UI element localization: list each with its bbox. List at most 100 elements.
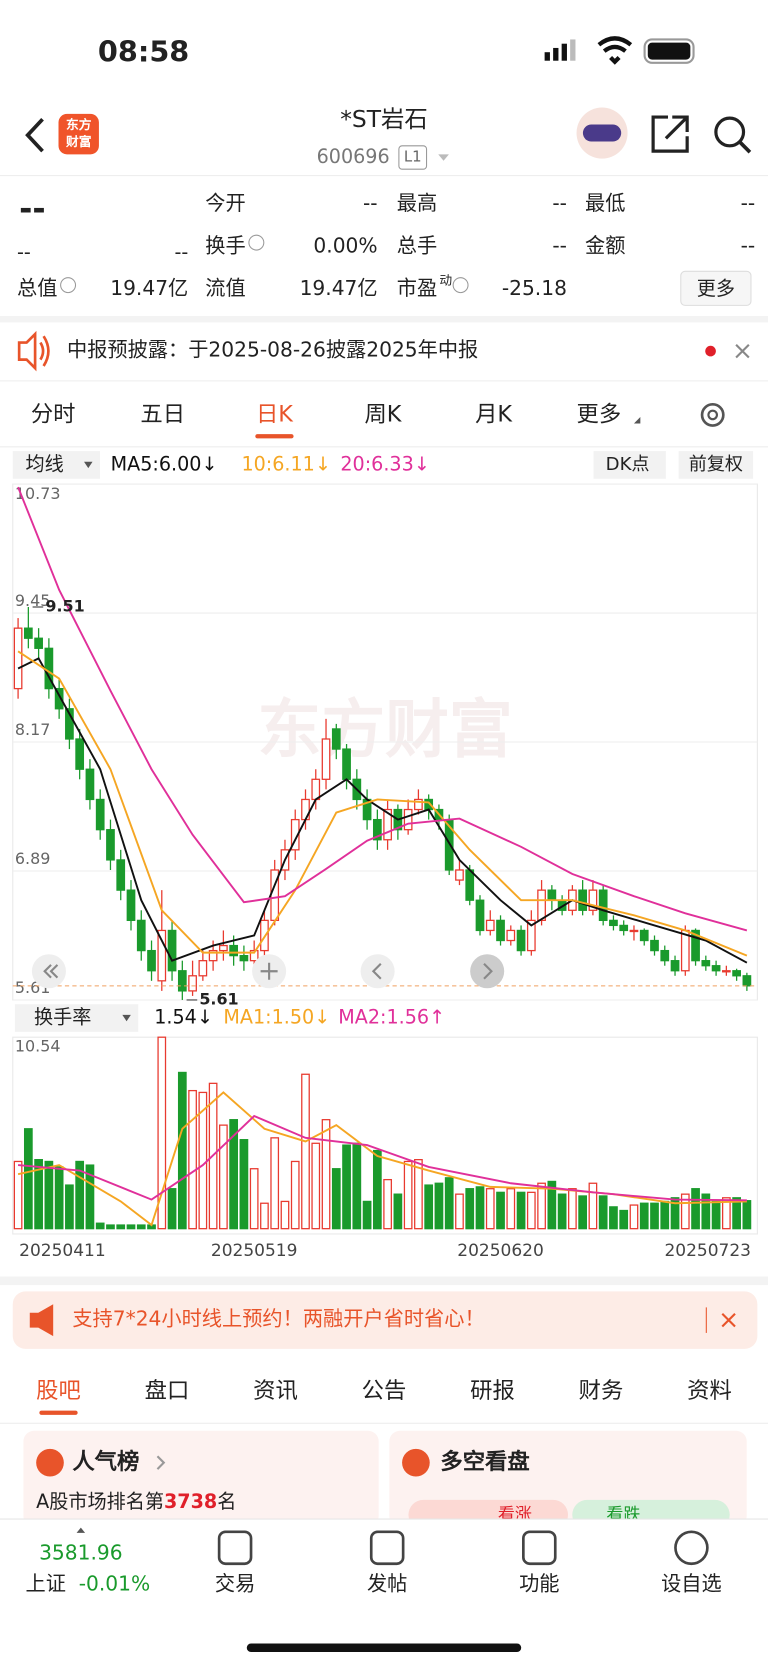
level-dropdown[interactable] bbox=[438, 154, 449, 161]
candle-body bbox=[23, 627, 33, 639]
candle-body bbox=[157, 929, 167, 982]
tab[interactable]: 财务 bbox=[579, 1378, 624, 1404]
volume-bar bbox=[270, 1137, 280, 1230]
dk-label[interactable]: DK点 bbox=[606, 454, 650, 475]
volume-bar bbox=[157, 1036, 167, 1230]
nav-next-icon bbox=[483, 963, 493, 980]
tab[interactable]: 日K bbox=[256, 401, 294, 427]
candle-body bbox=[629, 929, 639, 933]
candle-body bbox=[588, 889, 598, 911]
tab[interactable]: 盘口 bbox=[145, 1378, 190, 1404]
field-label: 最高 bbox=[397, 191, 437, 215]
volume-bar bbox=[414, 1159, 423, 1230]
candle-body bbox=[526, 919, 536, 952]
notice-close[interactable] bbox=[735, 343, 750, 359]
field-label: 金额 bbox=[585, 233, 625, 257]
volume-bar bbox=[485, 1188, 495, 1230]
stock-code: 600696 bbox=[317, 145, 390, 168]
ad-banner[interactable] bbox=[12, 1291, 758, 1349]
candle-body bbox=[54, 687, 64, 710]
volume-bar bbox=[434, 1182, 444, 1230]
tab[interactable]: 资讯 bbox=[253, 1378, 298, 1404]
candle-body bbox=[537, 889, 546, 922]
more-label[interactable]: 更多 bbox=[697, 277, 735, 300]
more-button[interactable] bbox=[680, 270, 752, 306]
nav-icon[interactable] bbox=[674, 1530, 709, 1566]
volume-bar bbox=[455, 1193, 464, 1230]
nav-label[interactable]: 交易 bbox=[215, 1572, 255, 1596]
indicator[interactable]: 均线 bbox=[26, 452, 64, 475]
info-icon[interactable] bbox=[452, 277, 469, 294]
tab[interactable]: 分时 bbox=[31, 401, 76, 427]
change: -- bbox=[17, 241, 31, 264]
level-box[interactable] bbox=[398, 145, 428, 170]
tab[interactable]: 更多 bbox=[577, 401, 622, 427]
nav-icon[interactable] bbox=[369, 1530, 405, 1566]
candle-body bbox=[372, 818, 382, 841]
indicator-select[interactable] bbox=[12, 451, 100, 479]
nav-label[interactable]: 发帖 bbox=[367, 1572, 407, 1596]
volume-bar bbox=[588, 1182, 598, 1230]
nav-items: 交易 发帖 功能 设自选 bbox=[215, 1530, 722, 1596]
field-label: 换手 bbox=[205, 233, 245, 257]
notice-text[interactable]: 中报预披露：于2025-08-26披露2025年中报 bbox=[67, 338, 478, 362]
search-button[interactable] bbox=[714, 116, 746, 148]
index-name[interactable]: 上证 bbox=[26, 1572, 66, 1596]
tab[interactable]: 资料 bbox=[687, 1378, 732, 1404]
info-icon[interactable] bbox=[60, 277, 77, 294]
volume-legend: MA2:1.56↑ bbox=[338, 1006, 445, 1029]
dk-button[interactable] bbox=[593, 451, 666, 479]
adjust-label[interactable]: 前复权 bbox=[689, 454, 743, 475]
adjust-button[interactable] bbox=[678, 451, 754, 479]
search-handle bbox=[739, 141, 752, 154]
index-value[interactable]: 3581.96 bbox=[39, 1541, 123, 1565]
volume-bar bbox=[639, 1202, 649, 1230]
candle-body bbox=[516, 929, 526, 952]
candle-body bbox=[198, 960, 208, 977]
signal-icon bbox=[544, 39, 576, 61]
level[interactable]: L1 bbox=[404, 148, 422, 166]
candle-body bbox=[403, 808, 413, 831]
ad-close[interactable] bbox=[721, 1313, 736, 1328]
tab[interactable]: 股吧 bbox=[36, 1378, 81, 1404]
candle-body bbox=[95, 798, 105, 831]
back-button[interactable] bbox=[25, 117, 44, 153]
share-button[interactable] bbox=[651, 115, 689, 153]
gap bbox=[0, 316, 768, 323]
sentiment-title[interactable]: 多空看盘 bbox=[440, 1448, 529, 1475]
popularity-title[interactable]: 人气榜 bbox=[72, 1448, 139, 1475]
volume-bar bbox=[691, 1188, 700, 1230]
tab[interactable]: 月K bbox=[475, 401, 513, 427]
ad-text[interactable]: 支持7*24小时线上预约！两融开户省时省心！ bbox=[72, 1307, 484, 1331]
tab[interactable]: 五日 bbox=[140, 401, 185, 427]
nav-prev[interactable] bbox=[360, 954, 395, 989]
index-change[interactable]: -0.01% bbox=[79, 1572, 150, 1596]
nav-next[interactable] bbox=[470, 954, 505, 989]
candle-body bbox=[414, 798, 423, 811]
popularity-card[interactable] bbox=[23, 1430, 379, 1527]
tab[interactable]: 研报 bbox=[470, 1378, 515, 1404]
nav-icon[interactable] bbox=[522, 1530, 557, 1566]
volume-bar bbox=[721, 1197, 731, 1230]
candle-body bbox=[742, 975, 752, 987]
volume-ma-line bbox=[17, 1114, 747, 1202]
volume-indicator[interactable]: 换手率 bbox=[34, 1006, 91, 1029]
settings-button[interactable] bbox=[700, 402, 725, 427]
nav-icon[interactable] bbox=[217, 1530, 253, 1566]
volume-indicator-select[interactable] bbox=[14, 1004, 139, 1032]
tab[interactable]: 公告 bbox=[362, 1378, 407, 1404]
ma-legend: 20:6.33↓ bbox=[340, 452, 429, 475]
nav-label[interactable]: 功能 bbox=[519, 1572, 559, 1596]
tab[interactable]: 周K bbox=[364, 401, 402, 427]
candle-body bbox=[219, 944, 228, 952]
candle-body bbox=[229, 944, 239, 957]
more-arrow bbox=[633, 417, 641, 424]
field-label: 市盈 bbox=[397, 276, 437, 300]
volume-bar bbox=[650, 1202, 659, 1230]
volume-bar bbox=[177, 1071, 187, 1230]
low-label: 5.61 bbox=[199, 989, 238, 1008]
nav-label[interactable]: 设自选 bbox=[661, 1572, 722, 1596]
info-icon[interactable] bbox=[248, 234, 265, 251]
nav-first[interactable] bbox=[31, 954, 66, 989]
